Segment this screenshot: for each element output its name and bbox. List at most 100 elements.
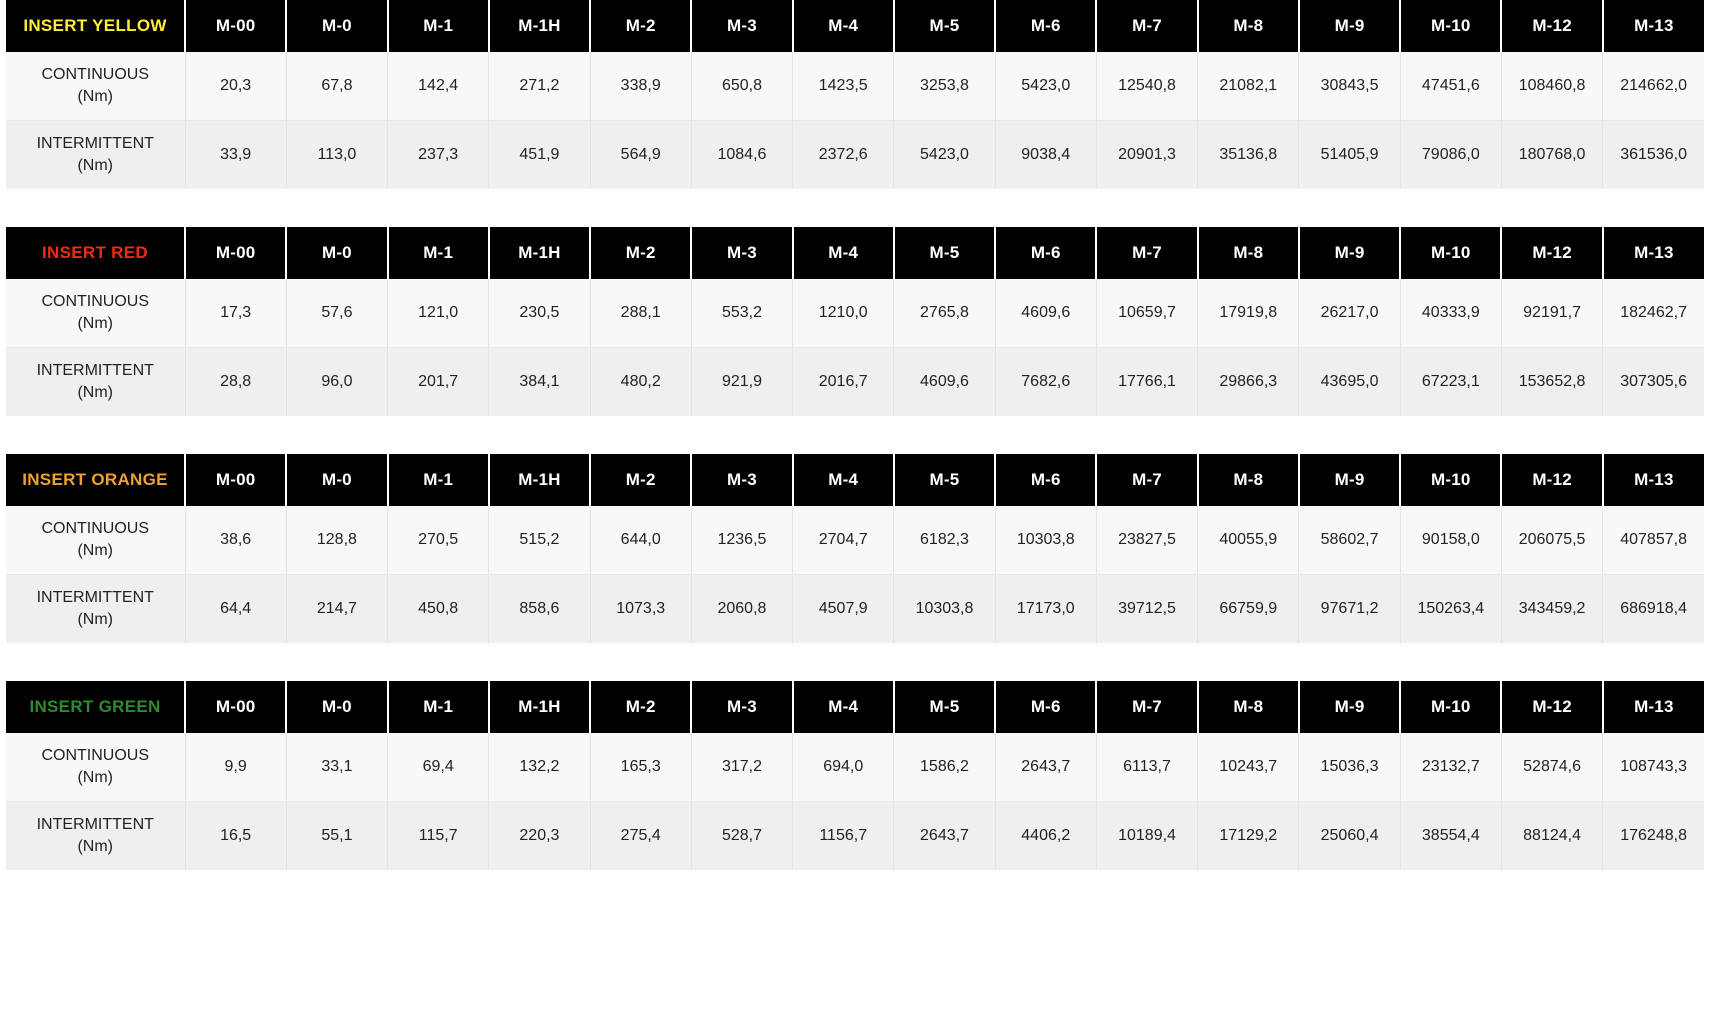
- column-header: M-00: [183, 227, 287, 279]
- table-cell: 182462,7: [1602, 279, 1704, 348]
- row-unit-text: (Nm): [77, 838, 114, 855]
- table-cell: 29866,3: [1197, 347, 1299, 416]
- table-cell: 58602,7: [1298, 506, 1401, 575]
- row-unit-text: (Nm): [77, 384, 114, 401]
- column-header: M-1H: [487, 681, 591, 733]
- table-row: CONTINUOUS (Nm) 17,3 57,6 121,0 230,5 288,1 553…: [6, 279, 1704, 348]
- column-header: M-13: [1601, 681, 1704, 733]
- column-header: M-1: [386, 454, 489, 506]
- table-cell: 214,7: [285, 574, 388, 643]
- table-cell: 230,5: [488, 279, 591, 348]
- torque-table: INSERT RED M-00 M-0 M-1 M-1H M-2 M-3 M-4 M-5 M-6 M…: [6, 227, 1704, 416]
- table-cell: 69,4: [387, 733, 489, 802]
- table-cell: 67223,1: [1399, 347, 1502, 416]
- column-header: M-2: [589, 227, 692, 279]
- table-row: INTERMITTENT (Nm) 16,5 55,1 115,7 220,3 275,4 5…: [6, 801, 1704, 870]
- torque-tables-page: INSERT YELLOW M-00 M-0 M-1 M-1H M-2 M-3 M-4 M-5 M…: [6, 0, 1704, 870]
- table-cell: 343459,2: [1500, 574, 1603, 643]
- table-row: CONTINUOUS (Nm) 9,9 33,1 69,4 132,2 165,3 317,2…: [6, 733, 1704, 802]
- table-cell: 1423,5: [792, 52, 894, 121]
- column-header: M-4: [791, 454, 894, 506]
- column-header: M-6: [994, 454, 1097, 506]
- table-cell: 26217,0: [1298, 279, 1401, 348]
- column-header: M-7: [1095, 0, 1198, 52]
- torque-table-block: INSERT YELLOW M-00 M-0 M-1 M-1H M-2 M-3 M-4 M-5 M…: [6, 0, 1704, 189]
- table-cell: 23827,5: [1095, 506, 1198, 575]
- column-header: M-1H: [487, 227, 591, 279]
- table-cell: 1586,2: [893, 733, 996, 802]
- column-header: M-8: [1196, 0, 1299, 52]
- tables-container: INSERT YELLOW M-00 M-0 M-1 M-1H M-2 M-3 M-4 M-5 M…: [6, 0, 1704, 870]
- table-cell: 97671,2: [1298, 574, 1401, 643]
- table-cell: 206075,5: [1500, 506, 1603, 575]
- table-row: INTERMITTENT (Nm) 64,4 214,7 450,8 858,6 1073,…: [6, 574, 1704, 643]
- table-cell: 4609,6: [994, 279, 1097, 348]
- row-unit-text: (Nm): [77, 88, 114, 105]
- torque-table: INSERT GREEN M-00 M-0 M-1 M-1H M-2 M-3 M-4 M-5 M-…: [6, 681, 1704, 870]
- table-cell: 51405,9: [1298, 120, 1401, 189]
- column-header: M-1: [386, 0, 489, 52]
- column-header: M-6: [994, 227, 1097, 279]
- table-cell: 128,8: [285, 506, 388, 575]
- table-cell: 858,6: [488, 574, 591, 643]
- table-cell: 57,6: [285, 279, 388, 348]
- column-header: M-9: [1297, 454, 1401, 506]
- table-cell: 10303,8: [994, 506, 1097, 575]
- row-label-text: INTERMITTENT: [36, 135, 154, 153]
- table-cell: 7682,6: [994, 347, 1097, 416]
- column-header: M-1H: [487, 454, 591, 506]
- column-header: M-6: [994, 0, 1097, 52]
- column-header: M-5: [892, 454, 996, 506]
- table-cell: 5423,0: [893, 120, 996, 189]
- row-label: INTERMITTENT (Nm): [6, 801, 185, 870]
- table-cell: 132,2: [488, 733, 591, 802]
- column-header: M-10: [1399, 454, 1502, 506]
- row-label-text: CONTINUOUS: [41, 293, 150, 311]
- table-cell: 38,6: [184, 506, 287, 575]
- column-header: M-6: [994, 681, 1097, 733]
- table-cell: 30843,5: [1298, 52, 1401, 121]
- row-unit-text: (Nm): [77, 157, 114, 174]
- table-cell: 317,2: [690, 733, 793, 802]
- table-cell: 2643,7: [893, 801, 996, 870]
- torque-table-block: INSERT ORANGE M-00 M-0 M-1 M-1H M-2 M-3 M-4 M-5 M…: [6, 454, 1704, 643]
- table-cell: 9038,4: [994, 120, 1097, 189]
- table-cell: 451,9: [488, 120, 591, 189]
- column-header: M-5: [892, 0, 996, 52]
- row-label-text: INTERMITTENT: [36, 816, 154, 834]
- column-header: M-13: [1601, 227, 1704, 279]
- column-header: M-12: [1500, 454, 1603, 506]
- insert-label: INSERT GREEN: [6, 681, 185, 733]
- table-cell: 1210,0: [792, 279, 894, 348]
- row-label-text: INTERMITTENT: [36, 362, 154, 380]
- column-header: M-3: [690, 227, 793, 279]
- row-label: INTERMITTENT (Nm): [6, 574, 185, 643]
- table-cell: 1156,7: [792, 801, 894, 870]
- column-header: M-8: [1196, 454, 1299, 506]
- table-cell: 528,7: [690, 801, 793, 870]
- row-unit-text: (Nm): [77, 542, 114, 559]
- table-row: INTERMITTENT (Nm) 28,8 96,0 201,7 384,1 480,2 9…: [6, 347, 1704, 416]
- row-label: INTERMITTENT (Nm): [6, 120, 185, 189]
- torque-table: INSERT ORANGE M-00 M-0 M-1 M-1H M-2 M-3 M-4 M-5 M…: [6, 454, 1704, 643]
- column-header: M-00: [183, 681, 287, 733]
- column-header: M-1H: [487, 0, 591, 52]
- table-header-row: INSERT GREEN M-00 M-0 M-1 M-1H M-2 M-3 M-4 M-5 M-…: [6, 681, 1704, 733]
- table-cell: 142,4: [387, 52, 489, 121]
- table-cell: 4406,2: [994, 801, 1097, 870]
- column-header: M-9: [1297, 0, 1401, 52]
- table-cell: 20901,3: [1095, 120, 1198, 189]
- column-header: M-9: [1297, 227, 1401, 279]
- table-cell: 270,5: [387, 506, 489, 575]
- table-cell: 307305,6: [1602, 347, 1704, 416]
- table-cell: 10659,7: [1095, 279, 1198, 348]
- row-unit-text: (Nm): [77, 611, 114, 628]
- table-cell: 15036,3: [1298, 733, 1401, 802]
- table-cell: 79086,0: [1399, 120, 1502, 189]
- table-cell: 21082,1: [1197, 52, 1299, 121]
- row-label: CONTINUOUS (Nm): [6, 52, 185, 121]
- row-label-text: CONTINUOUS: [41, 520, 150, 538]
- column-header: M-8: [1196, 227, 1299, 279]
- table-cell: 1073,3: [589, 574, 692, 643]
- table-cell: 686918,4: [1602, 574, 1704, 643]
